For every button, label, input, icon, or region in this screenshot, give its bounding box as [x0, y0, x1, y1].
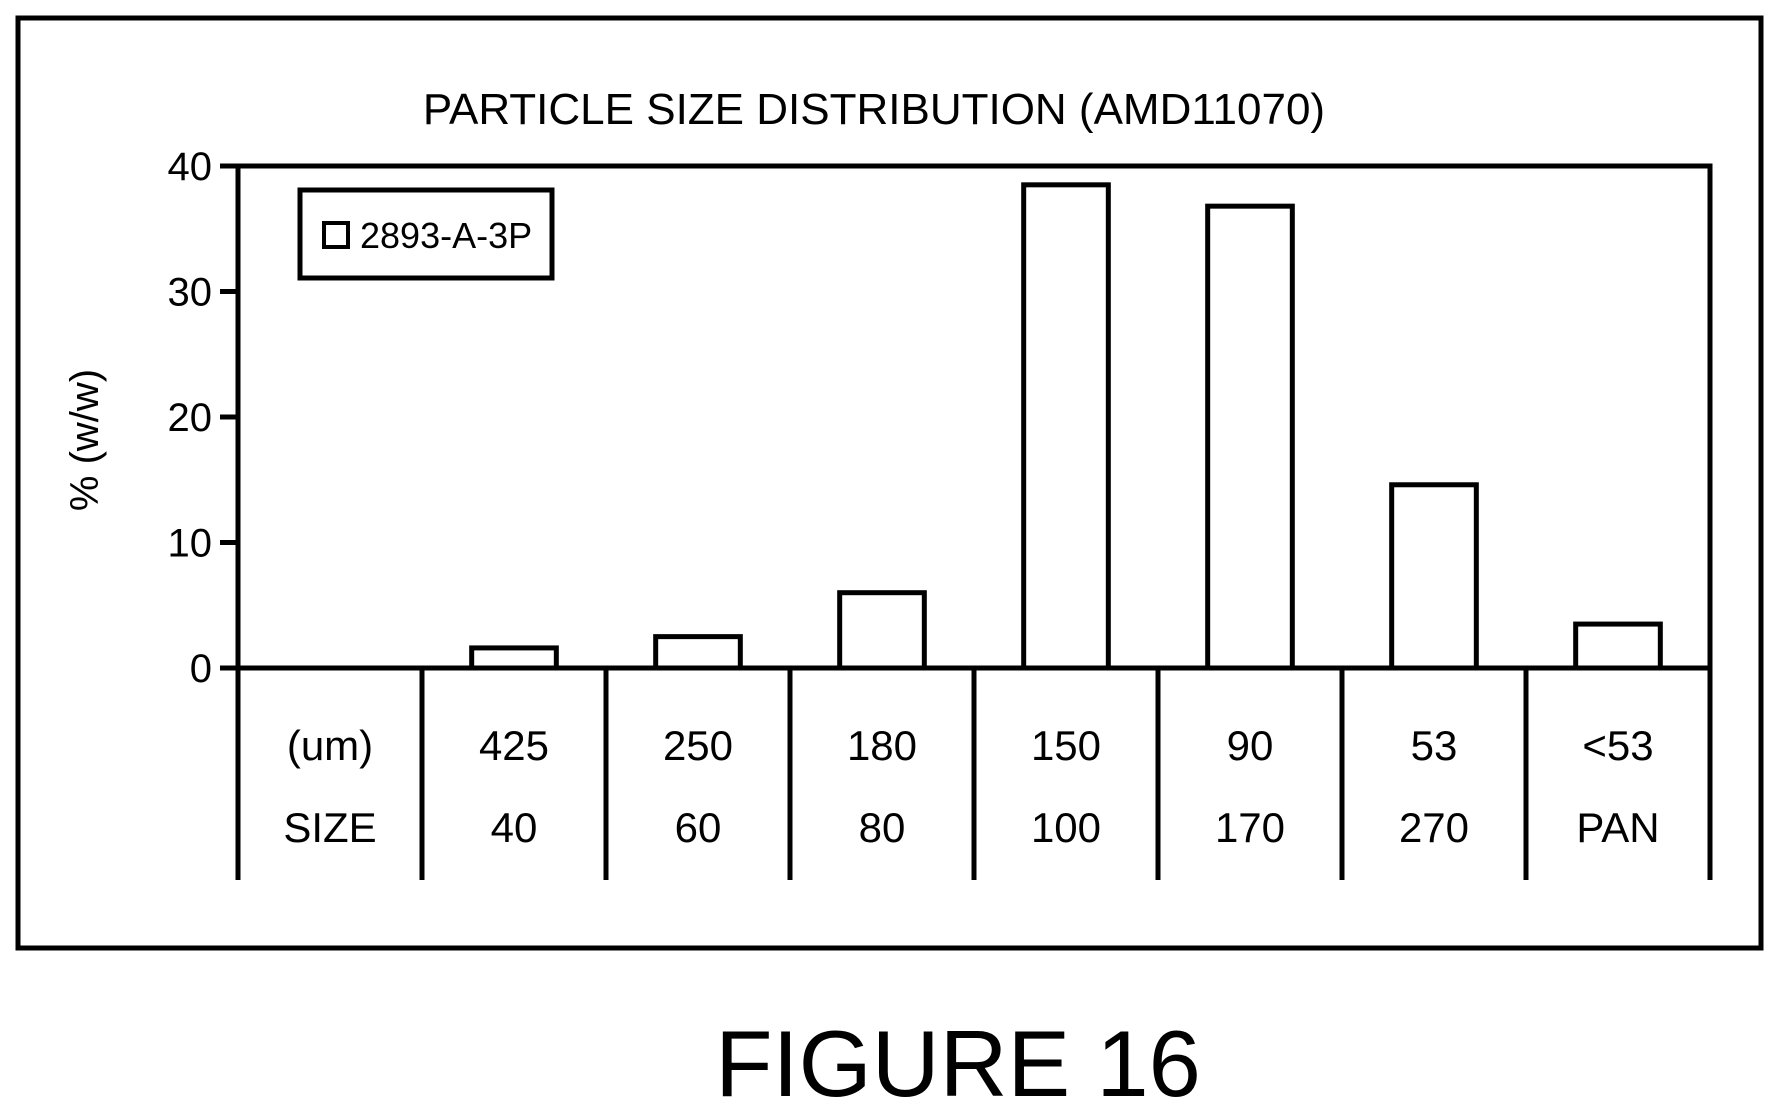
x-tick-label-size: 425	[479, 722, 549, 769]
row-label: (um)	[287, 722, 373, 769]
x-tick-label-mesh: 40	[491, 804, 538, 851]
x-tick-label-mesh: 170	[1215, 804, 1285, 851]
x-tick-label-size: 250	[663, 722, 733, 769]
x-tick-label-mesh: 80	[859, 804, 906, 851]
bar	[840, 593, 925, 668]
x-tick-label-size: 53	[1411, 722, 1458, 769]
y-axis-ticks: 0 10 20 30 40	[168, 145, 239, 691]
y-tick-label: 30	[168, 271, 213, 315]
x-tick-label-size: 180	[847, 722, 917, 769]
category-table: (um) SIZE 425 40 250 60 180 80 150 100 90 170 53 270 <…	[238, 668, 1710, 880]
bars	[472, 185, 1661, 668]
x-tick-label-size: <53	[1582, 722, 1653, 769]
row-label: SIZE	[283, 804, 376, 851]
bar	[1024, 185, 1109, 668]
y-tick-label: 0	[190, 647, 212, 691]
legend-swatch	[324, 223, 348, 247]
y-axis-label: % (w/w)	[63, 369, 107, 511]
legend: 2893-A-3P	[300, 190, 552, 278]
x-tick-label-size: 90	[1227, 722, 1274, 769]
bar	[472, 648, 557, 668]
x-tick-label-mesh: 60	[675, 804, 722, 851]
chart-title: PARTICLE SIZE DISTRIBUTION (AMD11070)	[423, 85, 1325, 134]
bar	[1392, 485, 1477, 668]
x-tick-label-mesh: PAN	[1576, 804, 1659, 851]
bar	[656, 637, 741, 668]
bar	[1208, 206, 1293, 668]
bar	[1576, 624, 1661, 668]
y-tick-label: 10	[168, 522, 213, 566]
x-tick-label-size: 150	[1031, 722, 1101, 769]
x-tick-label-mesh: 100	[1031, 804, 1101, 851]
y-tick-label: 20	[168, 396, 213, 440]
y-tick-label: 40	[168, 145, 213, 189]
x-tick-label-mesh: 270	[1399, 804, 1469, 851]
legend-label: 2893-A-3P	[360, 215, 532, 256]
figure-label: FIGURE 16	[715, 1011, 1201, 1110]
